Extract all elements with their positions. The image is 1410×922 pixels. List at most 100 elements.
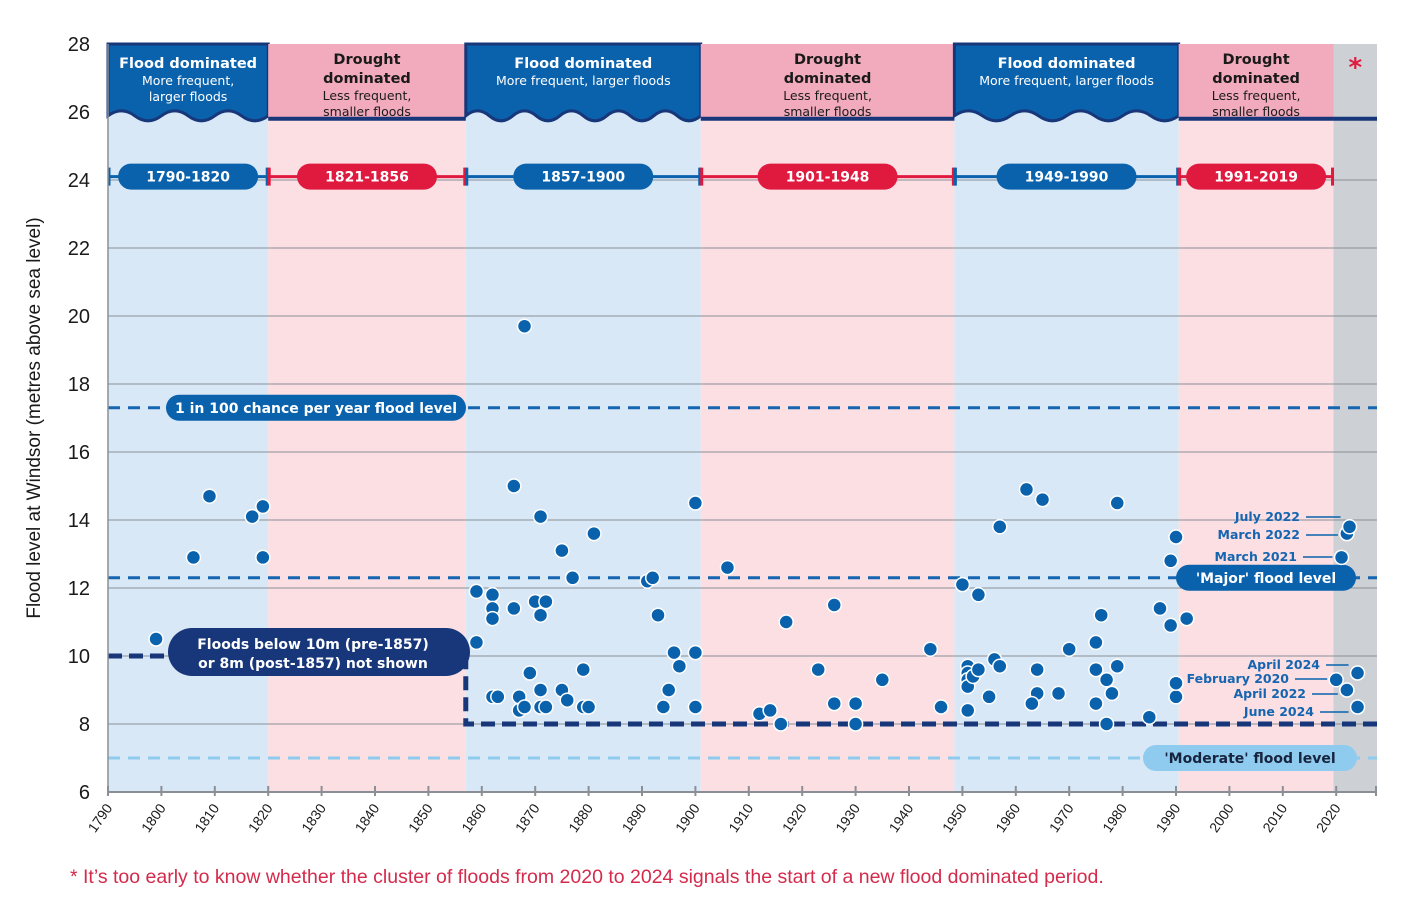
data-point [1349, 699, 1366, 715]
data-point [586, 525, 602, 542]
range-label: 1949-1990 [1025, 170, 1109, 186]
threshold-note: or 8m (post-1857) not shown [198, 656, 428, 672]
header-title: dominated [1212, 71, 1300, 87]
data-point [762, 702, 778, 719]
data-point [1339, 682, 1355, 698]
data-point [719, 559, 736, 576]
header-subtitle: smaller floods [1212, 104, 1300, 119]
y-tick-label: 16 [68, 442, 90, 464]
x-tick-label: 1990 [1152, 800, 1183, 835]
period-band-drought [700, 44, 955, 792]
data-point [148, 631, 164, 647]
x-tick-label: 1810 [191, 800, 222, 835]
data-point [1088, 661, 1104, 678]
data-point [773, 716, 789, 732]
x-tick-label: 1960 [992, 800, 1023, 835]
event-label: June 2024 [1243, 704, 1314, 719]
data-point [564, 570, 581, 586]
event-label: March 2022 [1218, 527, 1301, 542]
period-band-flood [465, 44, 701, 792]
data-point [1098, 672, 1115, 688]
x-tick-label: 1870 [512, 800, 543, 835]
data-point [1104, 685, 1120, 702]
event-label: April 2022 [1234, 686, 1307, 701]
header-title: Flood dominated [514, 56, 652, 72]
data-point [522, 665, 538, 681]
data-point [575, 661, 592, 678]
data-point [538, 699, 554, 715]
period-band-flood [954, 44, 1179, 792]
data-point [468, 583, 485, 600]
x-tick-label: 1820 [245, 800, 276, 835]
y-axis-label: Flood level at Windsor (metres above sea… [24, 217, 45, 618]
data-point [559, 692, 575, 708]
x-tick-label: 1890 [618, 800, 649, 835]
header-title: Drought [1223, 52, 1290, 68]
data-point [532, 508, 549, 525]
threshold-line: Floods below 10m (pre-1857) or 8m (post-1… [108, 628, 1377, 727]
data-point [847, 716, 864, 732]
reference-label: 'Major' flood level [1196, 571, 1336, 587]
data-point [970, 587, 987, 603]
data-point [1333, 549, 1350, 566]
range-pill [513, 163, 654, 190]
data-point [1328, 672, 1344, 688]
reference-label-pill [1143, 745, 1357, 771]
header-title: dominated [323, 71, 411, 87]
data-point [992, 519, 1008, 535]
data-point [532, 682, 549, 698]
header-drought [268, 44, 466, 119]
data-point [484, 610, 501, 627]
data-point [1024, 695, 1040, 712]
data-point [959, 702, 976, 719]
data-point [1088, 695, 1104, 712]
data-point [810, 661, 826, 678]
header-subtitle: Less frequent, [323, 88, 412, 103]
header-flood [952, 42, 1181, 123]
data-point [1109, 658, 1126, 674]
x-tick-label: 1930 [832, 800, 863, 835]
header-flood [106, 42, 270, 123]
x-tick-label: 1840 [351, 800, 382, 835]
range-pill [296, 163, 437, 190]
data-point [580, 699, 597, 715]
header-subtitle: larger floods [149, 89, 227, 104]
x-tick-label: 1900 [672, 800, 703, 835]
header-title: Flood dominated [998, 56, 1136, 72]
y-tick-label: 28 [68, 34, 90, 56]
data-point [650, 607, 666, 623]
header-title: Flood dominated [119, 56, 257, 72]
header-title: Drought [794, 52, 861, 68]
x-tick-label: 2020 [1313, 800, 1344, 835]
data-point [1168, 689, 1184, 705]
event-label: July 2022 [1234, 509, 1300, 524]
data-point [954, 576, 971, 593]
data-point [970, 661, 987, 678]
header-drought [700, 44, 955, 119]
data-point [516, 318, 533, 334]
range-pill [1186, 163, 1327, 190]
reference-label: 'Moderate' flood level [1164, 751, 1335, 767]
data-point [644, 570, 661, 586]
range-pill [757, 163, 898, 190]
header-unknown [1333, 44, 1377, 119]
data-point [687, 699, 704, 715]
data-point [255, 549, 271, 566]
range-label: 1790-1820 [146, 170, 230, 186]
threshold-note: Floods below 10m (pre-1857) [197, 637, 429, 653]
footnote: * It’s too early to know whether the clu… [70, 866, 1104, 888]
data-point [1029, 661, 1045, 678]
header-title: Drought [333, 52, 400, 68]
x-tick-label: 2010 [1259, 800, 1290, 835]
y-tick-label: 12 [68, 578, 90, 600]
data-point [1050, 685, 1067, 702]
event-label: April 2024 [1248, 657, 1321, 672]
x-tick-label: 1920 [779, 800, 810, 835]
data-point [826, 695, 842, 712]
header-subtitle: smaller floods [323, 104, 411, 119]
data-point [506, 478, 522, 494]
x-tick-label: 1970 [1046, 800, 1077, 835]
y-tick-label: 6 [79, 782, 90, 804]
reference-lines: 1 in 100 chance per year flood level 'Maj… [108, 394, 1377, 771]
